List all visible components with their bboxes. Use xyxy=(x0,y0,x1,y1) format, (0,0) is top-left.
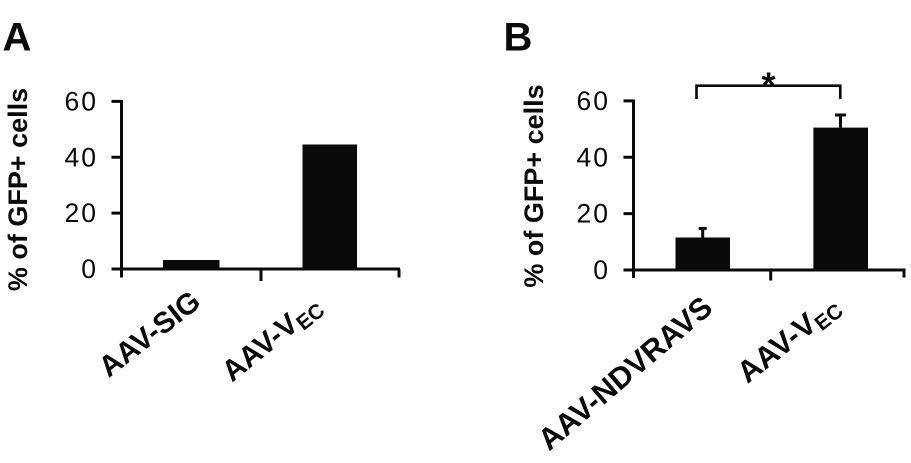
svg-text:% of GFP+ cells: % of GFP+ cells xyxy=(3,88,33,291)
svg-text:40: 40 xyxy=(577,142,610,172)
svg-text:B: B xyxy=(504,16,533,60)
svg-text:0: 0 xyxy=(81,254,98,284)
svg-text:20: 20 xyxy=(65,198,98,228)
svg-text:A: A xyxy=(3,16,32,60)
svg-text:% of GFP+ cells: % of GFP+ cells xyxy=(519,84,549,287)
svg-text:*: * xyxy=(761,65,775,106)
svg-text:40: 40 xyxy=(65,142,98,172)
svg-text:60: 60 xyxy=(577,86,610,116)
svg-text:20: 20 xyxy=(577,199,610,229)
svg-text:60: 60 xyxy=(65,86,98,116)
svg-text:0: 0 xyxy=(593,255,610,285)
